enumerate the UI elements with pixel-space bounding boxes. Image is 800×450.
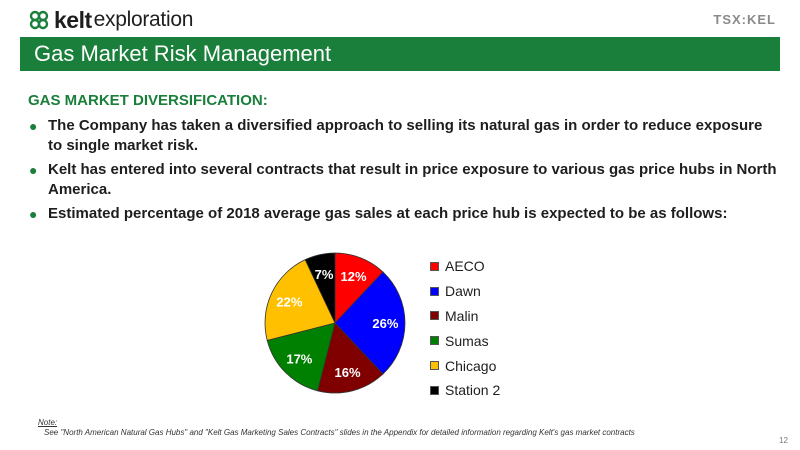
bullet-item: ● Kelt has entered into several contracts…	[28, 160, 780, 200]
legend-item-sumas: Sumas	[430, 328, 500, 353]
slice-label-chicago: 22%	[276, 295, 302, 310]
section-title: GAS MARKET DIVERSIFICATION:	[28, 92, 268, 109]
title-bar: Gas Market Risk Management	[20, 37, 780, 71]
note-text: See "North American Natural Gas Hubs" an…	[44, 428, 635, 437]
legend-swatch	[430, 311, 439, 321]
logo-wordmark-bold: kelt	[54, 6, 92, 33]
slice-label-sumas: 17%	[286, 352, 312, 367]
legend-item-dawn: Dawn	[430, 279, 500, 304]
legend-swatch	[430, 385, 439, 395]
celtic-knot-icon	[29, 10, 49, 30]
legend-swatch	[430, 361, 439, 371]
legend-label: Malin	[445, 307, 479, 324]
stock-ticker: TSX:KEL	[713, 12, 776, 27]
legend-label: Dawn	[445, 283, 481, 300]
legend-item-aeco: AECO	[430, 254, 500, 279]
legend-label: Chicago	[445, 357, 497, 374]
chart-legend: AECO Dawn Malin Sumas Chicago Station 2	[430, 254, 500, 403]
legend-label: AECO	[445, 258, 485, 275]
bullet-dot-icon: ●	[29, 162, 38, 178]
note-label: Note:	[38, 418, 58, 427]
bullet-text: Estimated percentage of 2018 average gas…	[48, 205, 728, 222]
legend-swatch	[430, 286, 439, 296]
legend-item-malin: Malin	[430, 304, 500, 329]
slice-label-aeco: 12%	[341, 269, 367, 284]
legend-label: Sumas	[445, 332, 489, 349]
pie-slice-malin	[317, 322, 384, 394]
page-title: Gas Market Risk Management	[34, 41, 332, 66]
company-logo: kelt exploration	[28, 6, 193, 34]
legend-item-station-2: Station 2	[430, 378, 500, 403]
bullet-item: ● Estimated percentage of 2018 average ga…	[28, 204, 780, 224]
legend-label: Station 2	[445, 382, 501, 399]
pie-chart: 12% 26% 16% 17% 22% 7%	[264, 252, 406, 394]
bullet-dot-icon: ●	[29, 118, 38, 134]
slice-label-dawn: 26%	[372, 316, 398, 331]
pie-slice-station-2	[304, 252, 336, 324]
legend-swatch	[430, 336, 439, 346]
legend-item-chicago: Chicago	[430, 353, 500, 378]
legend-swatch	[430, 261, 439, 271]
slice-label-station-2: 7%	[315, 267, 334, 282]
bullet-dot-icon: ●	[29, 206, 38, 222]
pie-slice-chicago	[264, 259, 336, 341]
logo-wordmark-light: exploration	[93, 8, 194, 31]
pie-slice-dawn	[334, 271, 406, 375]
page-number: 12	[779, 436, 788, 445]
bullet-text: Kelt has entered into several contracts …	[48, 161, 777, 198]
bullet-text: The Company has taken a diversified appr…	[48, 117, 763, 154]
bullet-list: ● The Company has taken a diversified app…	[28, 116, 780, 228]
slice-label-malin: 16%	[335, 365, 361, 380]
pie-slice-sumas	[266, 322, 336, 392]
bullet-item: ● The Company has taken a diversified app…	[28, 116, 780, 156]
